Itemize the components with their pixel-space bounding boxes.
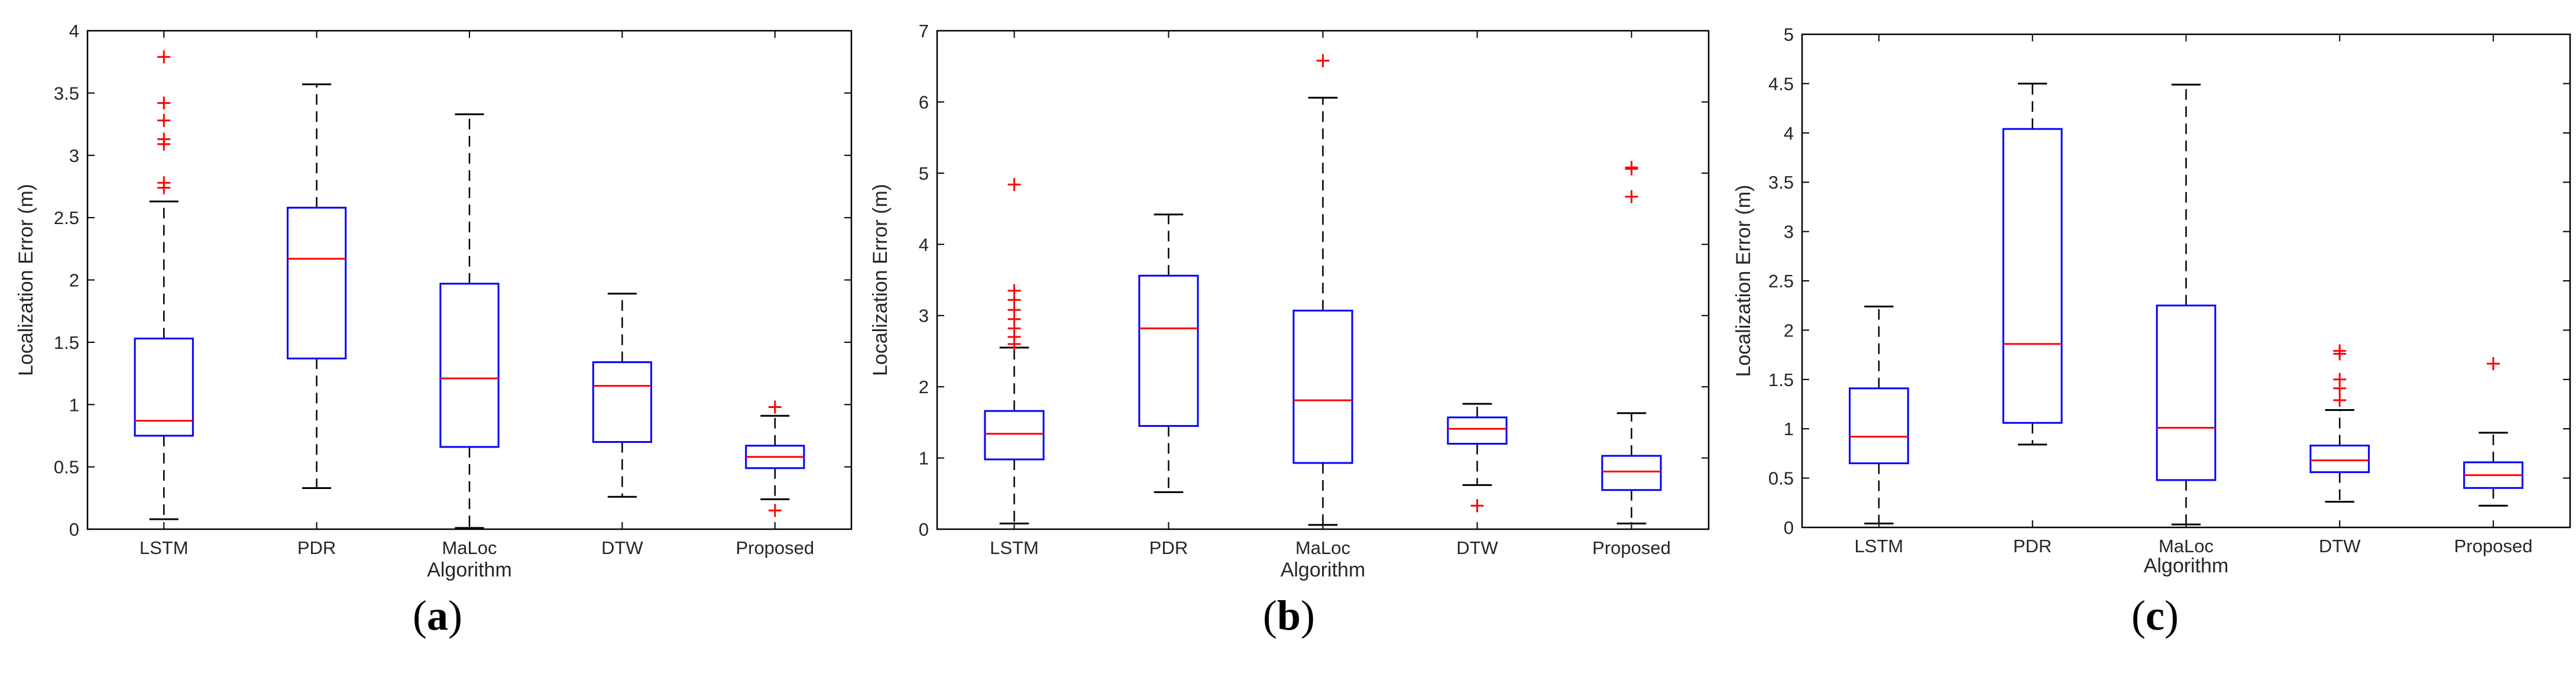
caption-b: (b) — [1262, 592, 1315, 639]
box-iqr — [984, 410, 1045, 461]
outlier-marker — [157, 114, 171, 127]
y-tick-label: 0.5 — [54, 457, 79, 478]
y-tick-label: 6 — [919, 92, 929, 112]
x-tick-label: PDR — [2013, 536, 2052, 556]
box-iqr — [1601, 455, 1662, 491]
y-tick-label: 3 — [919, 306, 929, 326]
y-tick-label: 5 — [1784, 24, 1794, 45]
y-tick-label: 1.5 — [1768, 370, 1794, 390]
outlier-marker — [1007, 337, 1021, 351]
boxplot-chart-b: 0 1 2 3 4 5 6 7 LSTM PDR MaLoc DTW Proposed Algorithm… — [869, 21, 1710, 581]
y-tick-label: 1 — [69, 394, 79, 415]
y-tick-label: 4.5 — [1768, 73, 1794, 94]
panel-b: 0 1 2 3 4 5 6 7 LSTM PDR MaLoc DTW Proposed Algorithm… — [860, 0, 1718, 677]
y-tick-label: 4 — [69, 21, 79, 41]
y-tick-label: 4 — [1784, 123, 1794, 144]
axes-frame — [86, 30, 853, 530]
caption-letter-a: a — [427, 592, 448, 639]
x-tick-label: Proposed — [2454, 536, 2533, 556]
caption-letter-c: c — [2146, 592, 2165, 639]
caption-c: (c) — [2131, 592, 2179, 639]
x-tick-label: Proposed — [1592, 537, 1671, 558]
y-tick-label: 3.5 — [1768, 172, 1794, 193]
x-tick-label: Proposed — [735, 537, 814, 558]
y-tick-label: 7 — [919, 21, 929, 41]
outlier-marker — [157, 137, 171, 151]
y-tick-label: 0.5 — [1768, 468, 1794, 489]
axes-frame — [1801, 33, 2571, 529]
box-iqr — [1447, 416, 1508, 445]
x-tick-label: LSTM — [140, 537, 189, 558]
y-axis-label: Localization Error (m) — [1732, 185, 1755, 377]
x-axis-label: Algorithm — [2144, 555, 2229, 577]
outlier-marker — [2487, 357, 2500, 371]
caption-letter-b: b — [1276, 592, 1301, 639]
box-iqr — [134, 338, 194, 437]
y-tick-label: 0 — [69, 519, 79, 540]
box-iqr — [592, 361, 652, 443]
outlier-marker — [157, 181, 171, 195]
outlier-marker — [2333, 381, 2347, 395]
box-iqr — [1138, 274, 1199, 427]
y-tick-label: 3.5 — [54, 83, 79, 103]
outlier-marker — [157, 96, 171, 110]
y-tick-label: 1 — [1784, 419, 1794, 439]
x-tick-label: DTW — [2319, 536, 2361, 556]
outlier-marker — [1007, 178, 1021, 192]
x-tick-label: PDR — [1149, 537, 1188, 558]
box-iqr — [1849, 387, 1909, 465]
outlier-marker — [1625, 162, 1638, 176]
x-tick-label: PDR — [297, 537, 336, 558]
y-axis-label: Localization Error (m) — [869, 184, 892, 376]
y-tick-label: 0 — [1784, 517, 1794, 538]
y-tick-label: 5 — [919, 163, 929, 184]
x-axis-label: Algorithm — [1281, 559, 1366, 581]
y-tick-label: 4 — [919, 234, 929, 255]
outlier-marker — [2333, 393, 2347, 407]
outlier-marker — [1316, 54, 1330, 67]
y-tick-label: 2 — [1784, 320, 1794, 341]
box-iqr — [2002, 128, 2063, 424]
box-iqr — [2156, 305, 2217, 481]
x-tick-label: MaLoc — [442, 537, 497, 558]
y-tick-label: 3 — [69, 145, 79, 166]
panel-a: 0 0.5 1 1.5 2 2.5 3 3.5 4 LSTM PDR MaLoc DTW Proposed… — [0, 0, 857, 677]
x-tick-label: LSTM — [1855, 536, 1904, 556]
outlier-marker — [1470, 499, 1484, 513]
panel-c: 0 0.5 1 1.5 2 2.5 3 3.5 4 4.5 5 LSTM PDR MaLoc DTW Prop… — [1723, 0, 2576, 677]
y-tick-label: 2 — [919, 377, 929, 397]
x-tick-label: MaLoc — [2159, 536, 2214, 556]
outlier-marker — [768, 400, 782, 414]
y-tick-label: 3 — [1784, 222, 1794, 242]
x-tick-label: DTW — [1456, 537, 1498, 558]
boxplot-chart-a: 0 0.5 1 1.5 2 2.5 3 3.5 4 LSTM PDR MaLoc DTW Proposed… — [15, 21, 853, 581]
caption-a: (a) — [413, 592, 462, 639]
y-tick-label: 2.5 — [54, 208, 79, 228]
y-tick-label: 2.5 — [1768, 271, 1794, 291]
x-tick-label: MaLoc — [1295, 537, 1350, 558]
outlier-marker — [1625, 190, 1638, 203]
x-tick-label: LSTM — [990, 537, 1039, 558]
boxplot-chart-c: 0 0.5 1 1.5 2 2.5 3 3.5 4 4.5 5 LSTM PDR MaLoc DTW Prop… — [1732, 24, 2571, 577]
outlier-marker — [157, 50, 171, 64]
y-axis-label: Localization Error (m) — [15, 184, 37, 376]
y-tick-label: 0 — [919, 519, 929, 540]
box-iqr — [1292, 309, 1353, 464]
box-iqr — [439, 283, 500, 448]
box-iqr — [287, 206, 347, 359]
outlier-marker — [768, 504, 782, 517]
y-tick-label: 2 — [69, 270, 79, 291]
box-iqr — [2309, 445, 2370, 474]
outlier-marker — [2333, 347, 2347, 361]
axes-frame — [936, 30, 1710, 530]
y-tick-label: 1 — [919, 448, 929, 469]
x-axis-label: Algorithm — [427, 559, 512, 581]
y-tick-label: 1.5 — [54, 332, 79, 353]
x-tick-label: DTW — [601, 537, 643, 558]
